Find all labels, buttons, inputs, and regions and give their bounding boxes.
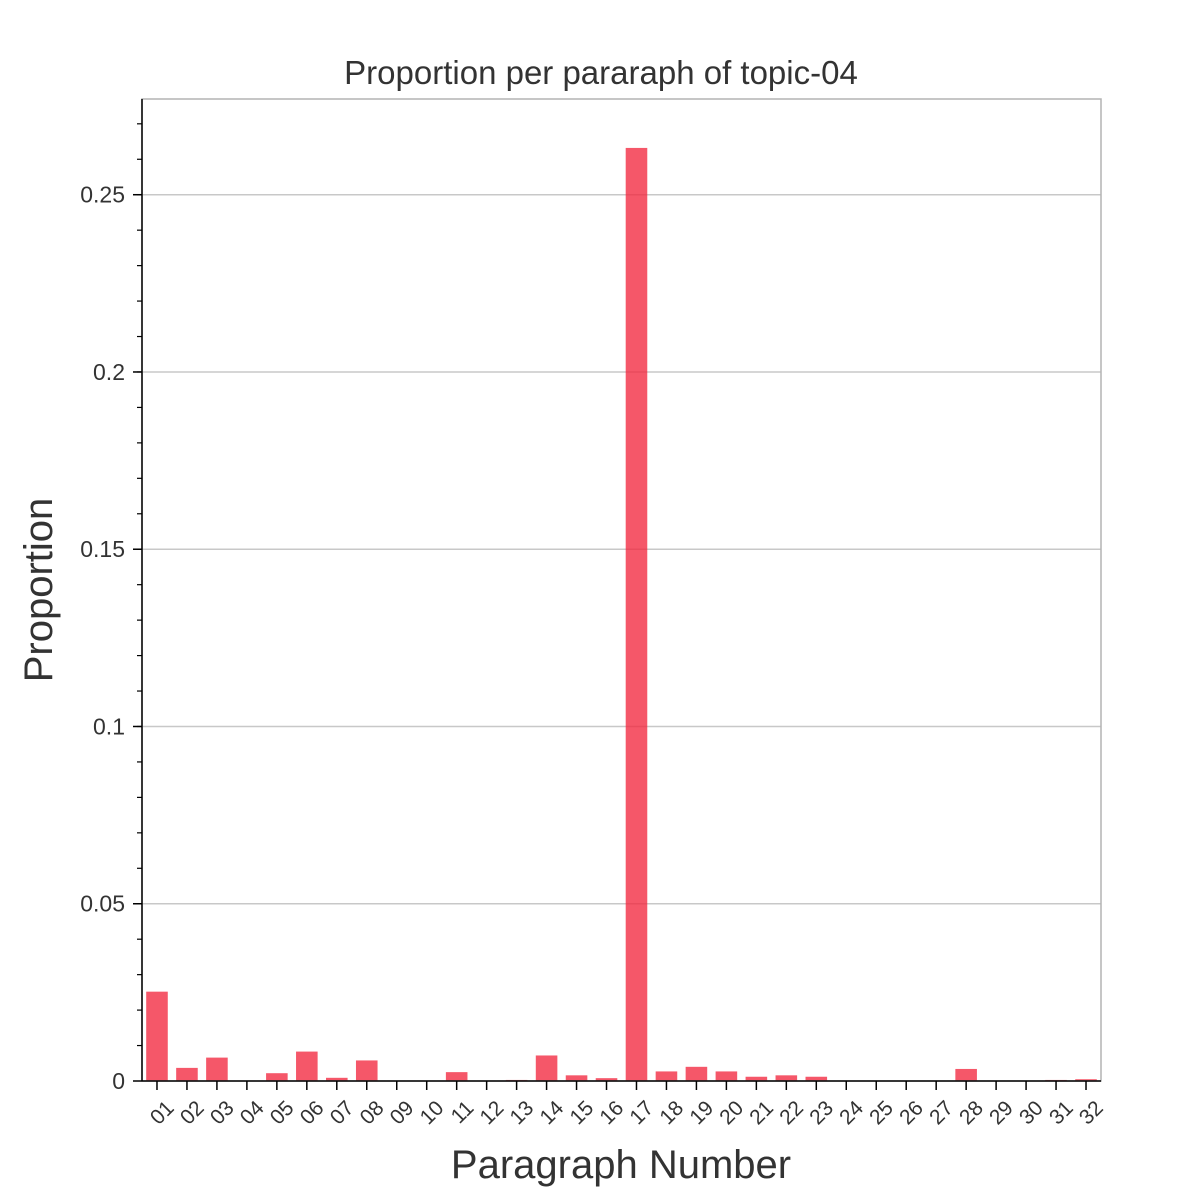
- x-tick-label: 04: [236, 1096, 269, 1129]
- x-tick-label: 10: [416, 1096, 449, 1129]
- x-tick-label: 18: [655, 1096, 688, 1129]
- x-tick-label: 23: [805, 1096, 838, 1129]
- chart-title: Proportion per pararaph of topic-04: [344, 54, 858, 91]
- x-tick-label: 32: [1075, 1096, 1108, 1129]
- bar-16: [595, 1078, 618, 1081]
- x-tick-label: 06: [296, 1096, 329, 1129]
- x-tick-label: 16: [595, 1096, 628, 1129]
- y-tick-label: 0.1: [93, 713, 125, 739]
- bar-21: [745, 1076, 768, 1081]
- x-tick-label: 07: [326, 1096, 359, 1129]
- bar-02: [176, 1067, 198, 1081]
- x-tick-label: 28: [955, 1096, 988, 1129]
- y-tick-label: 0.2: [93, 359, 125, 385]
- x-tick-label: 09: [386, 1096, 419, 1129]
- x-axis-label: Paragraph Number: [451, 1143, 791, 1187]
- y-axis-label: Proportion: [17, 498, 61, 683]
- plot-frame: [141, 98, 1102, 1082]
- x-tick-label: 25: [865, 1096, 898, 1129]
- bar-15: [565, 1075, 588, 1081]
- bar-11: [445, 1072, 468, 1081]
- bar-06: [296, 1051, 318, 1081]
- bar-32: [1075, 1079, 1097, 1081]
- x-tick-label: 01: [146, 1096, 179, 1129]
- x-tick-label: 17: [625, 1096, 658, 1129]
- x-tick-label: 29: [985, 1096, 1018, 1129]
- x-tick-label: 15: [565, 1096, 598, 1129]
- y-tick-label: 0.05: [80, 891, 125, 917]
- x-tick-label: 02: [176, 1096, 209, 1129]
- bar-18: [655, 1071, 678, 1081]
- bar-22: [775, 1075, 798, 1081]
- bar-08: [355, 1060, 378, 1081]
- y-axis: 0 0.05 0.1 0.15 0.2 0.25: [80, 99, 143, 1094]
- bar-17: [625, 147, 648, 1082]
- x-tick-label: 24: [835, 1096, 868, 1129]
- y-tick-label: 0: [112, 1068, 125, 1094]
- x-tick-label: 11: [447, 1096, 479, 1128]
- x-tick-label: 05: [266, 1096, 299, 1129]
- x-tick-label: 26: [895, 1096, 928, 1129]
- y-tick-label: 0.15: [80, 536, 125, 562]
- bar-14: [535, 1055, 558, 1081]
- x-tick-label: 03: [206, 1096, 239, 1129]
- x-tick-label: 08: [356, 1096, 389, 1129]
- bar-23: [805, 1076, 828, 1081]
- x-tick-label: 14: [536, 1096, 569, 1129]
- x-tick-label: 19: [685, 1096, 718, 1129]
- grid-lines: [142, 193, 1101, 905]
- x-axis: 0102030405060708091011121314151617181920…: [142, 1080, 1108, 1129]
- x-tick-label: 31: [1045, 1096, 1078, 1129]
- x-tick-label: 20: [715, 1096, 748, 1129]
- bar-20: [715, 1071, 738, 1081]
- bar-07: [326, 1077, 348, 1081]
- x-tick-label: 12: [476, 1096, 509, 1129]
- bar-28: [955, 1068, 977, 1081]
- x-tick-label: 13: [506, 1096, 539, 1129]
- bar-01: [146, 991, 168, 1081]
- bars: [146, 147, 1097, 1082]
- y-tick-label: 0.25: [80, 182, 125, 208]
- bar-19: [685, 1066, 708, 1081]
- x-tick-label: 27: [925, 1096, 958, 1129]
- bar-03: [206, 1057, 228, 1081]
- x-tick-label: 30: [1015, 1096, 1048, 1129]
- x-tick-label: 21: [745, 1096, 778, 1129]
- x-tick-label: 22: [775, 1096, 808, 1129]
- bar-05: [266, 1073, 288, 1081]
